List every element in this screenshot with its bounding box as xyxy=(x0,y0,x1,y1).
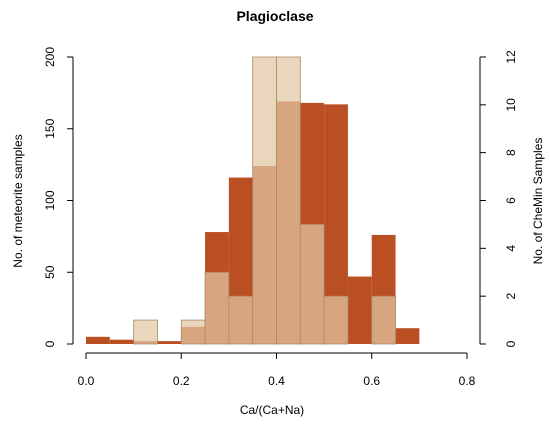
y-left-tick-label-1: 50 xyxy=(43,265,57,279)
y-left-tick-label-0: 0 xyxy=(43,340,57,347)
meteorite-bar-10 xyxy=(324,104,348,344)
chemin-bar-8 xyxy=(371,295,396,345)
chemin-bar-1 xyxy=(180,319,206,345)
chemin-bars xyxy=(133,56,396,345)
y-axis-label-left: No. of meteorite samples xyxy=(11,134,25,267)
y-right-tick-label-6: 12 xyxy=(504,50,518,64)
y-left-tick-label-3: 150 xyxy=(43,118,57,138)
x-tick-label-4: 0.8 xyxy=(459,374,476,388)
axes: 0.0 0.2 0.4 0.6 0.8 0 50 100 150 200 0 2 4 6 8 10 12 xyxy=(43,47,518,388)
x-tick-label-0: 0.0 xyxy=(78,374,95,388)
meteorite-bar-13 xyxy=(395,328,420,344)
chemin-bar-0 xyxy=(133,319,158,345)
y-right-tick-label-4: 8 xyxy=(504,149,518,156)
x-tick-label-1: 0.2 xyxy=(173,374,190,388)
x-tick-label-3: 0.6 xyxy=(363,374,380,388)
y-right-tick-label-0: 0 xyxy=(504,340,518,347)
chemin-bar-5 xyxy=(276,56,301,345)
chemin-bar-4 xyxy=(252,56,277,345)
chemin-bar-3 xyxy=(228,295,254,345)
meteorite-bar-1 xyxy=(109,339,134,344)
y-right-tick-label-5: 10 xyxy=(504,98,518,112)
y-left-tick-label-4: 200 xyxy=(43,47,57,67)
chemin-bar-2 xyxy=(204,271,230,345)
meteorite-bar-11 xyxy=(347,276,372,344)
y-right-tick-label-3: 6 xyxy=(504,197,518,204)
y-right-tick-label-2: 4 xyxy=(504,245,518,252)
x-axis-label: Ca/(Ca+Na) xyxy=(240,403,304,417)
chemin-bar-7 xyxy=(323,295,349,345)
chart-title: Plagioclase xyxy=(236,8,313,24)
y-right-tick-label-1: 2 xyxy=(504,293,518,300)
y-axis-label-right: No. of CheMin Samples xyxy=(531,138,545,265)
y-left-tick-label-2: 100 xyxy=(43,190,57,210)
chemin-bar-6 xyxy=(299,224,325,345)
x-tick-label-2: 0.4 xyxy=(268,374,285,388)
meteorite-bar-3 xyxy=(157,341,182,344)
meteorite-bar-0 xyxy=(86,336,110,344)
